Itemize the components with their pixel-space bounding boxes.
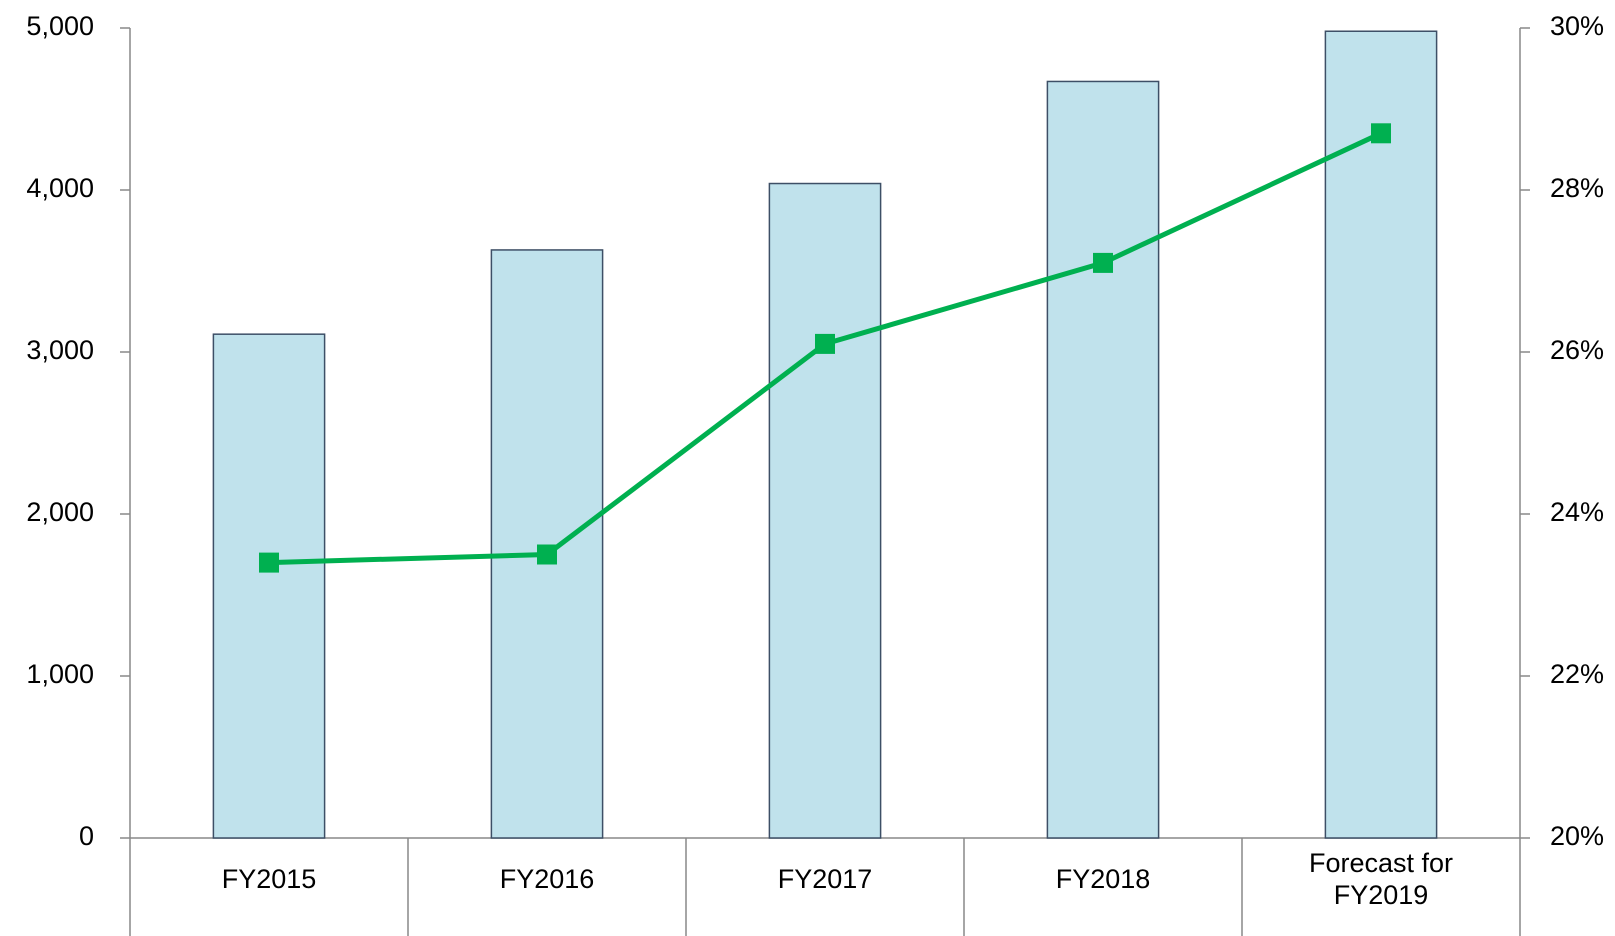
x-tick-label: FY2017 [777, 864, 873, 894]
y2-tick-label: 22% [1550, 659, 1604, 689]
x-tick-label: Forecast for FY2019 [1308, 848, 1454, 910]
y2-tick-label: 24% [1550, 497, 1604, 527]
y2-tick-label: 30% [1550, 11, 1604, 41]
line-marker [537, 544, 557, 565]
bar [490, 249, 604, 839]
y-tick-label: 0 [79, 821, 94, 851]
y2-tick-label: 26% [1550, 335, 1604, 365]
x-tick-label: FY2015 [221, 864, 317, 894]
bar [1046, 80, 1160, 839]
y-tick-label: 3,000 [26, 335, 94, 365]
line-marker [1093, 252, 1113, 273]
y-tick-label: 5,000 [26, 11, 94, 41]
x-tick-label: FY2018 [1055, 864, 1151, 894]
bar [1324, 30, 1438, 839]
y-tick-label: 4,000 [26, 173, 94, 203]
line-marker [815, 333, 835, 354]
line-marker [1371, 123, 1391, 144]
y-tick-label: 1,000 [26, 659, 94, 689]
y2-tick-label: 28% [1550, 173, 1604, 203]
x-tick-label: FY2016 [499, 864, 595, 894]
y-tick-label: 2,000 [26, 497, 94, 527]
bar [768, 182, 882, 839]
y2-tick-label: 20% [1550, 821, 1604, 851]
line-marker [259, 552, 279, 573]
bar [212, 333, 326, 839]
